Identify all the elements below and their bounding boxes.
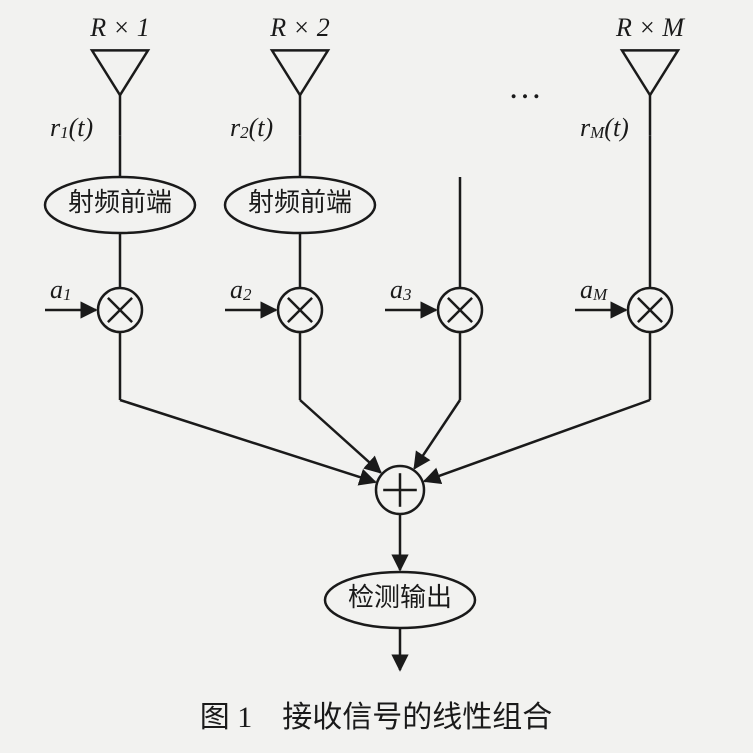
signal-label: rM(t) (580, 113, 629, 142)
signal-label: r1(t) (50, 113, 93, 142)
label: R × 1 (89, 13, 149, 42)
label: R × M (615, 13, 685, 42)
label: R × 2 (269, 13, 329, 42)
label: 检测输出 (348, 583, 452, 612)
label: 射频前端 (68, 188, 172, 217)
label: 图 1 接收信号的线性组合 (200, 701, 553, 734)
diagram-background (0, 0, 753, 753)
label: … (508, 69, 542, 106)
signal-label: r2(t) (230, 113, 273, 142)
label: 射频前端 (248, 188, 352, 217)
signal-combining-diagram: R × 1r1(t)射频前端a1R × 2r2(t)射频前端a2a3R × Mr… (0, 0, 753, 753)
